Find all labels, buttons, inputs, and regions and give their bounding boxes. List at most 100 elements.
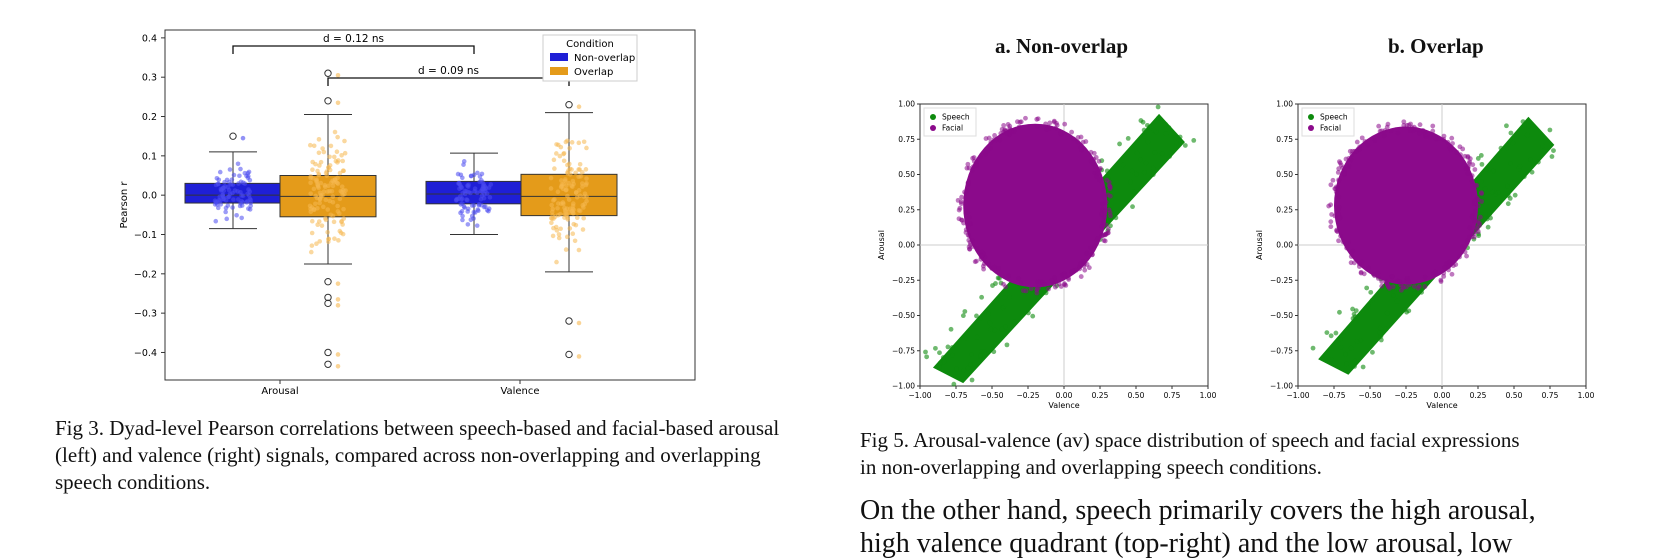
speech-point xyxy=(1174,140,1179,146)
data-point xyxy=(566,197,572,202)
data-point xyxy=(330,199,336,205)
data-point xyxy=(342,150,348,156)
facial-point xyxy=(1046,126,1052,132)
data-point xyxy=(460,217,465,223)
facial-point xyxy=(1001,123,1007,128)
facial-point xyxy=(1475,203,1481,209)
data-point xyxy=(224,216,230,222)
data-point xyxy=(581,215,586,221)
data-point xyxy=(468,173,474,179)
speech-point xyxy=(1142,133,1147,139)
speech-point xyxy=(1364,285,1370,291)
facial-point xyxy=(1093,164,1098,170)
data-point xyxy=(339,184,345,189)
facial-point xyxy=(966,221,972,227)
data-point xyxy=(458,210,463,216)
data-point xyxy=(227,167,233,172)
facial-point xyxy=(1046,286,1051,292)
speech-point xyxy=(1510,140,1516,146)
legend-label-non-overlap: Non-overlap xyxy=(574,53,635,64)
data-point xyxy=(459,196,465,201)
facial-point xyxy=(1105,230,1111,236)
speech-point xyxy=(991,349,997,355)
facial-point xyxy=(1074,267,1079,273)
significance-bracket xyxy=(327,77,570,86)
data-point xyxy=(556,232,562,237)
facial-point xyxy=(1342,170,1347,176)
y-tick-label: −0.4 xyxy=(134,348,157,359)
data-point xyxy=(570,201,576,206)
data-point xyxy=(234,213,239,218)
speech-point xyxy=(1111,210,1117,216)
data-point xyxy=(327,154,332,160)
speech-point xyxy=(988,326,994,332)
facial-point xyxy=(974,246,980,252)
data-point xyxy=(332,177,338,183)
speech-point xyxy=(1508,130,1514,136)
facial-point xyxy=(1390,284,1396,290)
data-point xyxy=(548,175,554,181)
speech-point xyxy=(1377,330,1383,336)
speech-point xyxy=(1377,325,1383,331)
data-point xyxy=(337,196,343,202)
speech-point xyxy=(962,309,968,314)
facial-point xyxy=(1105,192,1111,198)
data-point xyxy=(325,207,331,212)
data-point xyxy=(310,167,315,173)
facial-point xyxy=(1008,129,1014,135)
fig3-boxplot: 0.4 0.3 0.2 0.1 0.0 −0.1 −0.2 −0.3 −0.4 d = 0.12… xyxy=(119,29,696,397)
speech-point xyxy=(1551,148,1556,153)
facial-point xyxy=(1388,128,1394,134)
facial-point xyxy=(1336,238,1341,244)
speech-point xyxy=(961,367,967,373)
speech-point xyxy=(945,344,951,350)
data-point xyxy=(556,235,562,241)
speech-point xyxy=(1036,294,1041,300)
outlier-marker xyxy=(324,69,332,77)
data-point xyxy=(464,189,469,194)
outlier-marker xyxy=(565,350,573,359)
facial-point xyxy=(1472,208,1478,214)
speech-point xyxy=(968,362,974,367)
speech-point xyxy=(1490,168,1496,174)
facial-point xyxy=(1366,265,1372,271)
facial-point xyxy=(1107,186,1113,192)
data-point xyxy=(576,140,582,146)
speech-point xyxy=(1000,305,1006,311)
facial-point xyxy=(981,261,987,267)
facial-point xyxy=(1387,285,1392,291)
data-point xyxy=(239,215,244,221)
data-point xyxy=(238,200,243,206)
speech-point xyxy=(1365,303,1371,309)
data-point xyxy=(464,197,469,202)
speech-point xyxy=(1394,298,1400,304)
data-point xyxy=(323,197,329,203)
facial-point xyxy=(1103,222,1109,228)
speech-point xyxy=(1132,189,1138,195)
speech-point xyxy=(1478,179,1484,184)
facial-point xyxy=(1062,121,1068,127)
outlier-marker xyxy=(324,360,332,368)
data-point xyxy=(570,231,576,237)
data-point xyxy=(576,104,582,110)
speech-point xyxy=(969,377,975,383)
facial-point xyxy=(1417,130,1423,136)
data-point xyxy=(566,209,572,215)
data-point xyxy=(554,259,559,265)
facial-point xyxy=(1430,271,1436,277)
data-point xyxy=(342,138,347,144)
speech-point xyxy=(1490,189,1495,195)
facial-point xyxy=(1441,133,1447,139)
speech-point xyxy=(1505,201,1511,207)
data-point xyxy=(483,186,489,191)
data-point xyxy=(559,183,564,189)
data-point xyxy=(550,233,556,239)
facial-point xyxy=(1389,274,1395,280)
data-point xyxy=(486,208,491,214)
legend: Speech Facial xyxy=(1301,107,1355,137)
legend-box xyxy=(1301,107,1355,137)
data-point xyxy=(562,178,568,184)
data-point xyxy=(474,223,480,228)
facial-point xyxy=(1084,250,1090,256)
x-tick-label: 0.00 xyxy=(1434,391,1451,400)
